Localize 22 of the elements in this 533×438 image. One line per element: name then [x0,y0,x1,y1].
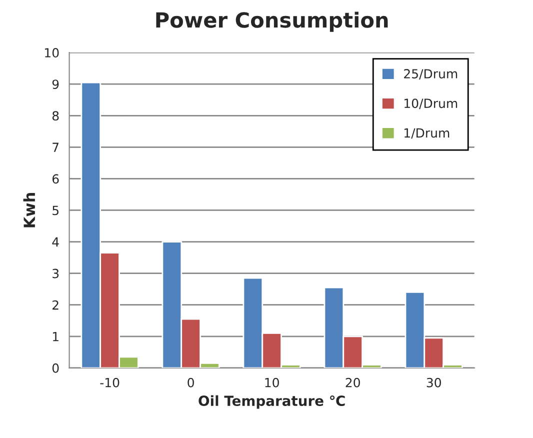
y-tick-label: 1 [52,332,58,342]
x-tick-label: -10 [100,378,120,388]
x-tick-label: 10 [265,378,279,388]
x-tick-label: 30 [426,378,441,388]
y-tick-label: 10 [45,48,59,58]
y-tick-label: 6 [52,174,59,184]
y-tick-label: 8 [52,111,59,121]
legend-label: 10/Drum [404,98,458,110]
y-tick-label: 4 [52,237,59,247]
y-axis-title: Kwh [23,193,35,228]
legend-label: 1/Drum [404,128,450,139]
y-tick-label: 5 [52,206,58,216]
legend-label: 25/Drum [404,69,458,80]
y-tick-label: 2 [52,300,58,310]
x-tick-label: 20 [346,378,360,388]
y-tick-label: 9 [52,80,59,90]
y-tick-label: 0 [52,363,59,373]
x-axis-title: Oil Temparature ℃ [198,395,345,409]
y-tick-label: 3 [52,268,59,278]
chart-title: Power Consumption [156,12,388,32]
x-tick-label: 0 [188,378,194,388]
y-tick-label: 7 [52,142,58,152]
